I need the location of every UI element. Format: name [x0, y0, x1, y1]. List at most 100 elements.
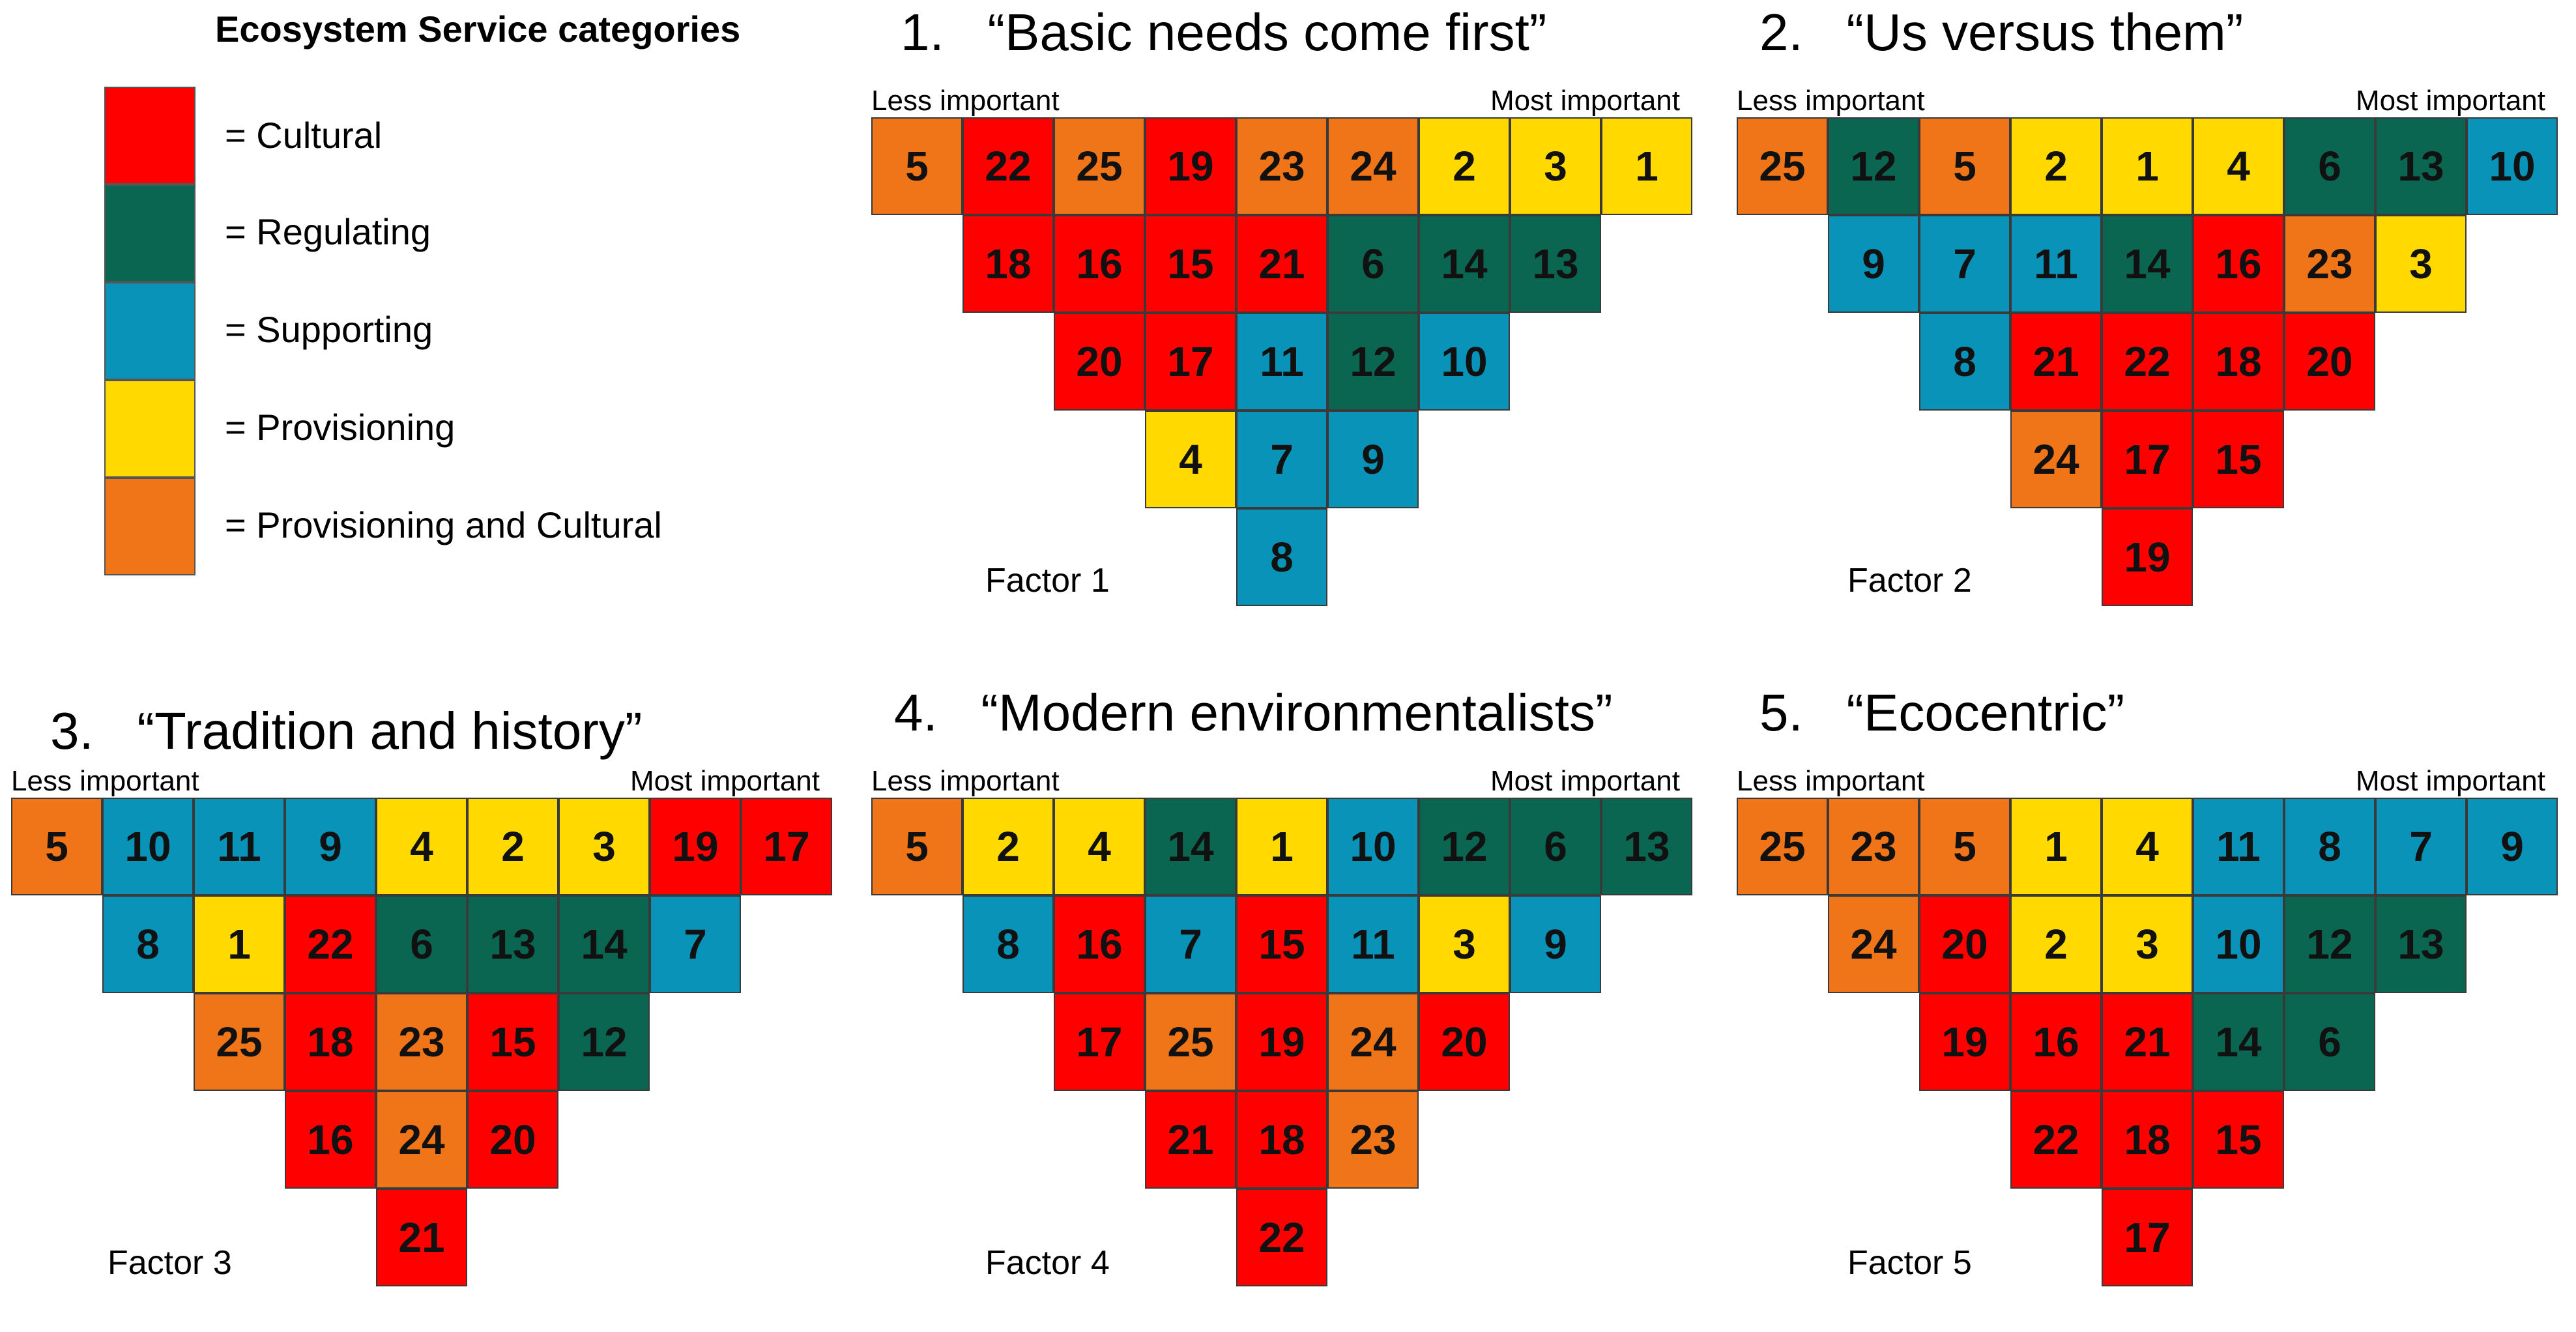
service-cell-12: 12	[558, 993, 650, 1091]
service-cell-21: 21	[2010, 313, 2102, 411]
service-cell-24: 24	[1828, 895, 1919, 993]
service-cell-4: 4	[2193, 117, 2284, 215]
service-cell-2: 2	[2010, 117, 2102, 215]
service-cell-14: 14	[1419, 215, 1510, 313]
service-cell-23: 23	[1828, 798, 1919, 895]
service-cell-20: 20	[1419, 993, 1510, 1091]
service-cell-4: 4	[1054, 798, 1145, 895]
service-cell-11: 11	[194, 798, 285, 895]
less-important-label: Less important	[871, 765, 1060, 797]
service-cell-11: 11	[2193, 798, 2284, 895]
service-cell-6: 6	[1327, 215, 1419, 313]
service-cell-1: 1	[2102, 117, 2193, 215]
service-cell-13: 13	[467, 895, 558, 993]
service-cell-23: 23	[1327, 1091, 1419, 1189]
service-cell-6: 6	[2284, 117, 2375, 215]
service-cell-3: 3	[2102, 895, 2193, 993]
service-cell-22: 22	[2102, 313, 2193, 411]
service-cell-14: 14	[558, 895, 650, 993]
service-cell-18: 18	[1236, 1091, 1327, 1189]
service-cell-19: 19	[1919, 993, 2010, 1091]
less-important-label: Less important	[1737, 765, 1925, 797]
service-cell-23: 23	[376, 993, 467, 1091]
service-cell-1: 1	[2010, 798, 2102, 895]
service-cell-2: 2	[2010, 895, 2102, 993]
factor-4-panel: 4. “Modern environmentalists” Less impor…	[871, 680, 1718, 1332]
legend-swatch-provisioning	[104, 380, 195, 478]
service-cell-13: 13	[1510, 215, 1601, 313]
service-cell-23: 23	[2284, 215, 2375, 313]
legend-label-regulating: = Regulating	[225, 211, 431, 252]
factor-title: 4. “Modern environmentalists”	[894, 684, 1613, 742]
less-important-label: Less important	[11, 765, 199, 797]
service-cell-18: 18	[2102, 1091, 2193, 1189]
service-cell-24: 24	[2010, 411, 2102, 508]
service-cell-9: 9	[1828, 215, 1919, 313]
legend-swatch-cultural	[104, 87, 195, 184]
service-cell-25: 25	[194, 993, 285, 1091]
service-cell-18: 18	[962, 215, 1054, 313]
service-cell-3: 3	[558, 798, 650, 895]
service-cell-17: 17	[1054, 993, 1145, 1091]
legend-label-provisioning: = Provisioning	[225, 407, 456, 448]
service-cell-16: 16	[285, 1091, 376, 1189]
service-cell-10: 10	[1327, 798, 1419, 895]
service-cell-21: 21	[2102, 993, 2193, 1091]
service-cell-16: 16	[1054, 895, 1145, 993]
service-cell-15: 15	[2193, 1091, 2284, 1189]
service-cell-7: 7	[1919, 215, 2010, 313]
service-cell-8: 8	[2284, 798, 2375, 895]
service-cell-23: 23	[1236, 117, 1327, 215]
legend-label-prov-cultural: = Provisioning and Cultural	[225, 504, 662, 545]
service-cell-9: 9	[2467, 798, 2558, 895]
factor-title: 2. “Us versus them”	[1759, 3, 2244, 61]
most-important-label: Most important	[1490, 85, 1680, 117]
service-cell-22: 22	[2010, 1091, 2102, 1189]
service-cell-20: 20	[467, 1091, 558, 1189]
service-cell-19: 19	[2102, 508, 2193, 606]
service-cell-15: 15	[1145, 215, 1236, 313]
factor-name: Factor 1	[985, 562, 1110, 600]
service-cell-13: 13	[1601, 798, 1692, 895]
factor-3-panel: 3. “Tradition and history” Less importan…	[11, 680, 858, 1332]
service-cell-19: 19	[1145, 117, 1236, 215]
service-cell-5: 5	[1919, 117, 2010, 215]
service-cell-20: 20	[2284, 313, 2375, 411]
service-cell-22: 22	[285, 895, 376, 993]
service-cell-16: 16	[2010, 993, 2102, 1091]
service-cell-5: 5	[11, 798, 102, 895]
service-cell-5: 5	[871, 798, 962, 895]
service-cell-15: 15	[1236, 895, 1327, 993]
service-cell-12: 12	[2284, 895, 2375, 993]
service-cell-17: 17	[741, 798, 832, 895]
most-important-label: Most important	[1490, 765, 1680, 797]
service-cell-12: 12	[1327, 313, 1419, 411]
service-cell-11: 11	[1327, 895, 1419, 993]
service-cell-25: 25	[1737, 798, 1828, 895]
service-cell-25: 25	[1054, 117, 1145, 215]
legend-label-cultural: = Cultural	[225, 115, 383, 156]
most-important-label: Most important	[2356, 765, 2545, 797]
service-cell-24: 24	[1327, 117, 1419, 215]
service-cell-11: 11	[1236, 313, 1327, 411]
service-cell-24: 24	[376, 1091, 467, 1189]
factor-title: 5. “Ecocentric”	[1759, 684, 2125, 742]
service-cell-5: 5	[1919, 798, 2010, 895]
service-cell-24: 24	[1327, 993, 1419, 1091]
service-cell-8: 8	[1236, 508, 1327, 606]
service-cell-9: 9	[285, 798, 376, 895]
service-cell-21: 21	[1145, 1091, 1236, 1189]
service-cell-8: 8	[1919, 313, 2010, 411]
service-cell-2: 2	[962, 798, 1054, 895]
service-cell-11: 11	[2010, 215, 2102, 313]
service-cell-3: 3	[2375, 215, 2467, 313]
service-cell-25: 25	[1145, 993, 1236, 1091]
service-cell-6: 6	[2284, 993, 2375, 1091]
service-cell-21: 21	[376, 1189, 467, 1286]
less-important-label: Less important	[871, 85, 1060, 117]
service-cell-2: 2	[467, 798, 558, 895]
legend: Ecosystem Service categories = Cultural …	[0, 0, 847, 619]
factor-name: Factor 5	[1847, 1244, 1972, 1282]
service-cell-15: 15	[2193, 411, 2284, 508]
service-cell-7: 7	[1145, 895, 1236, 993]
